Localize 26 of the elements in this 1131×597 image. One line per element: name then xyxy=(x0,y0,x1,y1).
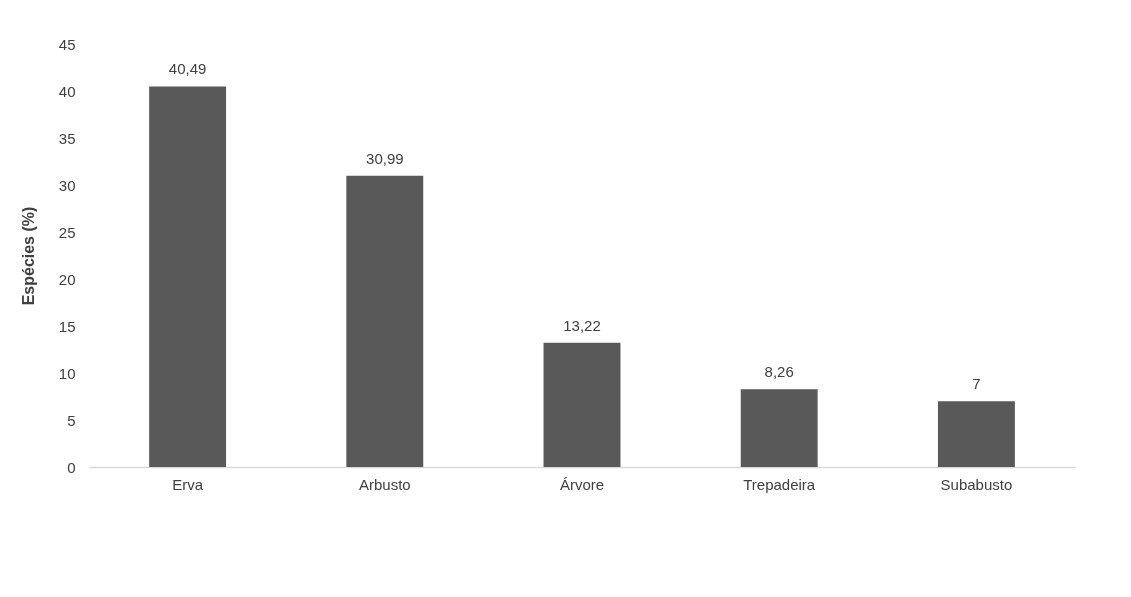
y-tick-label: 20 xyxy=(58,270,76,288)
x-tick-label: Erva xyxy=(172,475,204,493)
data-label: 40,49 xyxy=(168,60,207,78)
bar xyxy=(346,175,424,467)
y-tick-label: 35 xyxy=(58,129,76,147)
x-tick-label: Arbusto xyxy=(358,475,411,493)
data-label: 8,26 xyxy=(764,363,794,381)
y-tick-label: 5 xyxy=(67,411,76,429)
data-label: 13,22 xyxy=(563,316,601,334)
y-axis-title: Espécies (%) xyxy=(19,206,37,306)
y-tick-label: 30 xyxy=(58,176,76,194)
data-label: 7 xyxy=(972,375,981,393)
data-label: 30,99 xyxy=(366,149,404,167)
x-tick-label: Árvore xyxy=(559,475,605,493)
y-tick-label: 15 xyxy=(58,317,76,335)
bar xyxy=(740,389,818,467)
y-tick-label: 0 xyxy=(67,458,76,476)
y-tick-label: 25 xyxy=(58,223,76,241)
bar xyxy=(149,86,227,467)
bar xyxy=(543,342,621,467)
x-tick-label: Subabusto xyxy=(940,475,1013,493)
y-tick-label: 10 xyxy=(58,364,76,382)
y-tick-label: 45 xyxy=(58,35,76,53)
x-tick-label: Trepadeira xyxy=(743,475,816,493)
y-tick-label: 40 xyxy=(58,82,76,100)
bar xyxy=(937,401,1015,467)
